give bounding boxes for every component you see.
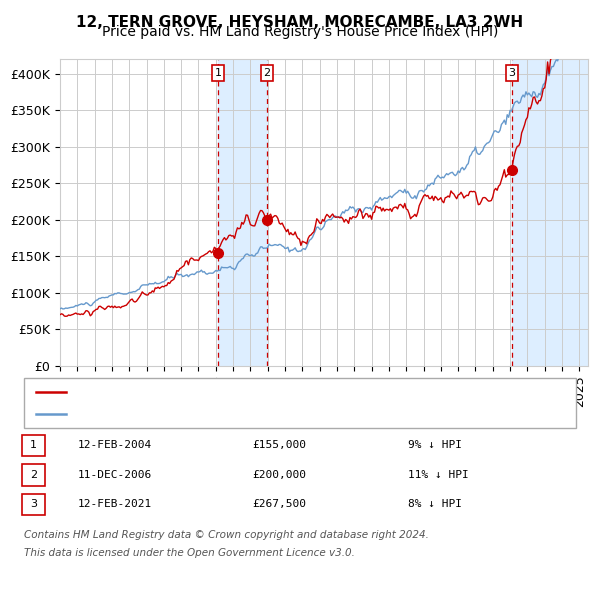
Text: 12-FEB-2021: 12-FEB-2021	[78, 500, 152, 509]
Bar	[512, 59, 590, 366]
Text: Price paid vs. HM Land Registry's House Price Index (HPI): Price paid vs. HM Land Registry's House …	[102, 25, 498, 39]
Text: 8% ↓ HPI: 8% ↓ HPI	[408, 500, 462, 509]
Text: 1: 1	[214, 68, 221, 78]
Text: 11-DEC-2006: 11-DEC-2006	[78, 470, 152, 480]
Text: 2: 2	[263, 68, 271, 78]
Text: £200,000: £200,000	[252, 470, 306, 480]
Text: 11% ↓ HPI: 11% ↓ HPI	[408, 470, 469, 480]
Bar	[218, 59, 267, 366]
Text: HPI: Average price, detached house, Lancaster: HPI: Average price, detached house, Lanc…	[75, 409, 336, 419]
Text: 12-FEB-2004: 12-FEB-2004	[78, 441, 152, 450]
Text: £155,000: £155,000	[252, 441, 306, 450]
Text: Contains HM Land Registry data © Crown copyright and database right 2024.: Contains HM Land Registry data © Crown c…	[24, 530, 429, 540]
Text: 12, TERN GROVE, HEYSHAM, MORECAMBE, LA3 2WH: 12, TERN GROVE, HEYSHAM, MORECAMBE, LA3 …	[76, 15, 524, 30]
Text: 1: 1	[30, 441, 37, 450]
Text: 3: 3	[30, 500, 37, 509]
Text: This data is licensed under the Open Government Licence v3.0.: This data is licensed under the Open Gov…	[24, 548, 355, 558]
Text: 9% ↓ HPI: 9% ↓ HPI	[408, 441, 462, 450]
Text: £267,500: £267,500	[252, 500, 306, 509]
Text: 12, TERN GROVE, HEYSHAM, MORECAMBE, LA3 2WH (detached house): 12, TERN GROVE, HEYSHAM, MORECAMBE, LA3 …	[75, 386, 470, 396]
Text: 2: 2	[30, 470, 37, 480]
Text: 3: 3	[509, 68, 515, 78]
